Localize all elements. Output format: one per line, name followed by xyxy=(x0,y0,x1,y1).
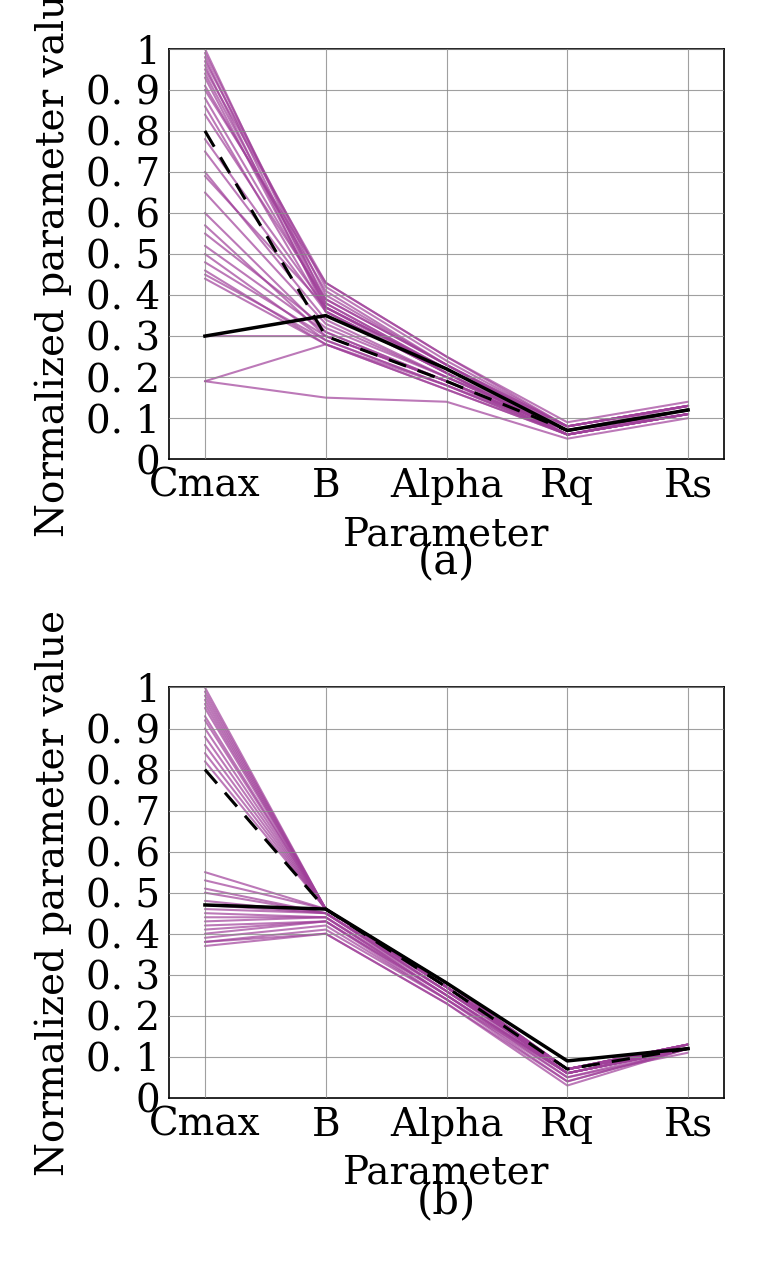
Y-axis label: Normalized parameter value: Normalized parameter value xyxy=(35,610,72,1176)
X-axis label: Parameter: Parameter xyxy=(343,1154,550,1191)
Text: (b): (b) xyxy=(417,1180,476,1221)
Text: (a): (a) xyxy=(417,542,475,584)
X-axis label: Parameter: Parameter xyxy=(343,515,550,553)
Y-axis label: Normalized parameter value: Normalized parameter value xyxy=(35,0,72,537)
